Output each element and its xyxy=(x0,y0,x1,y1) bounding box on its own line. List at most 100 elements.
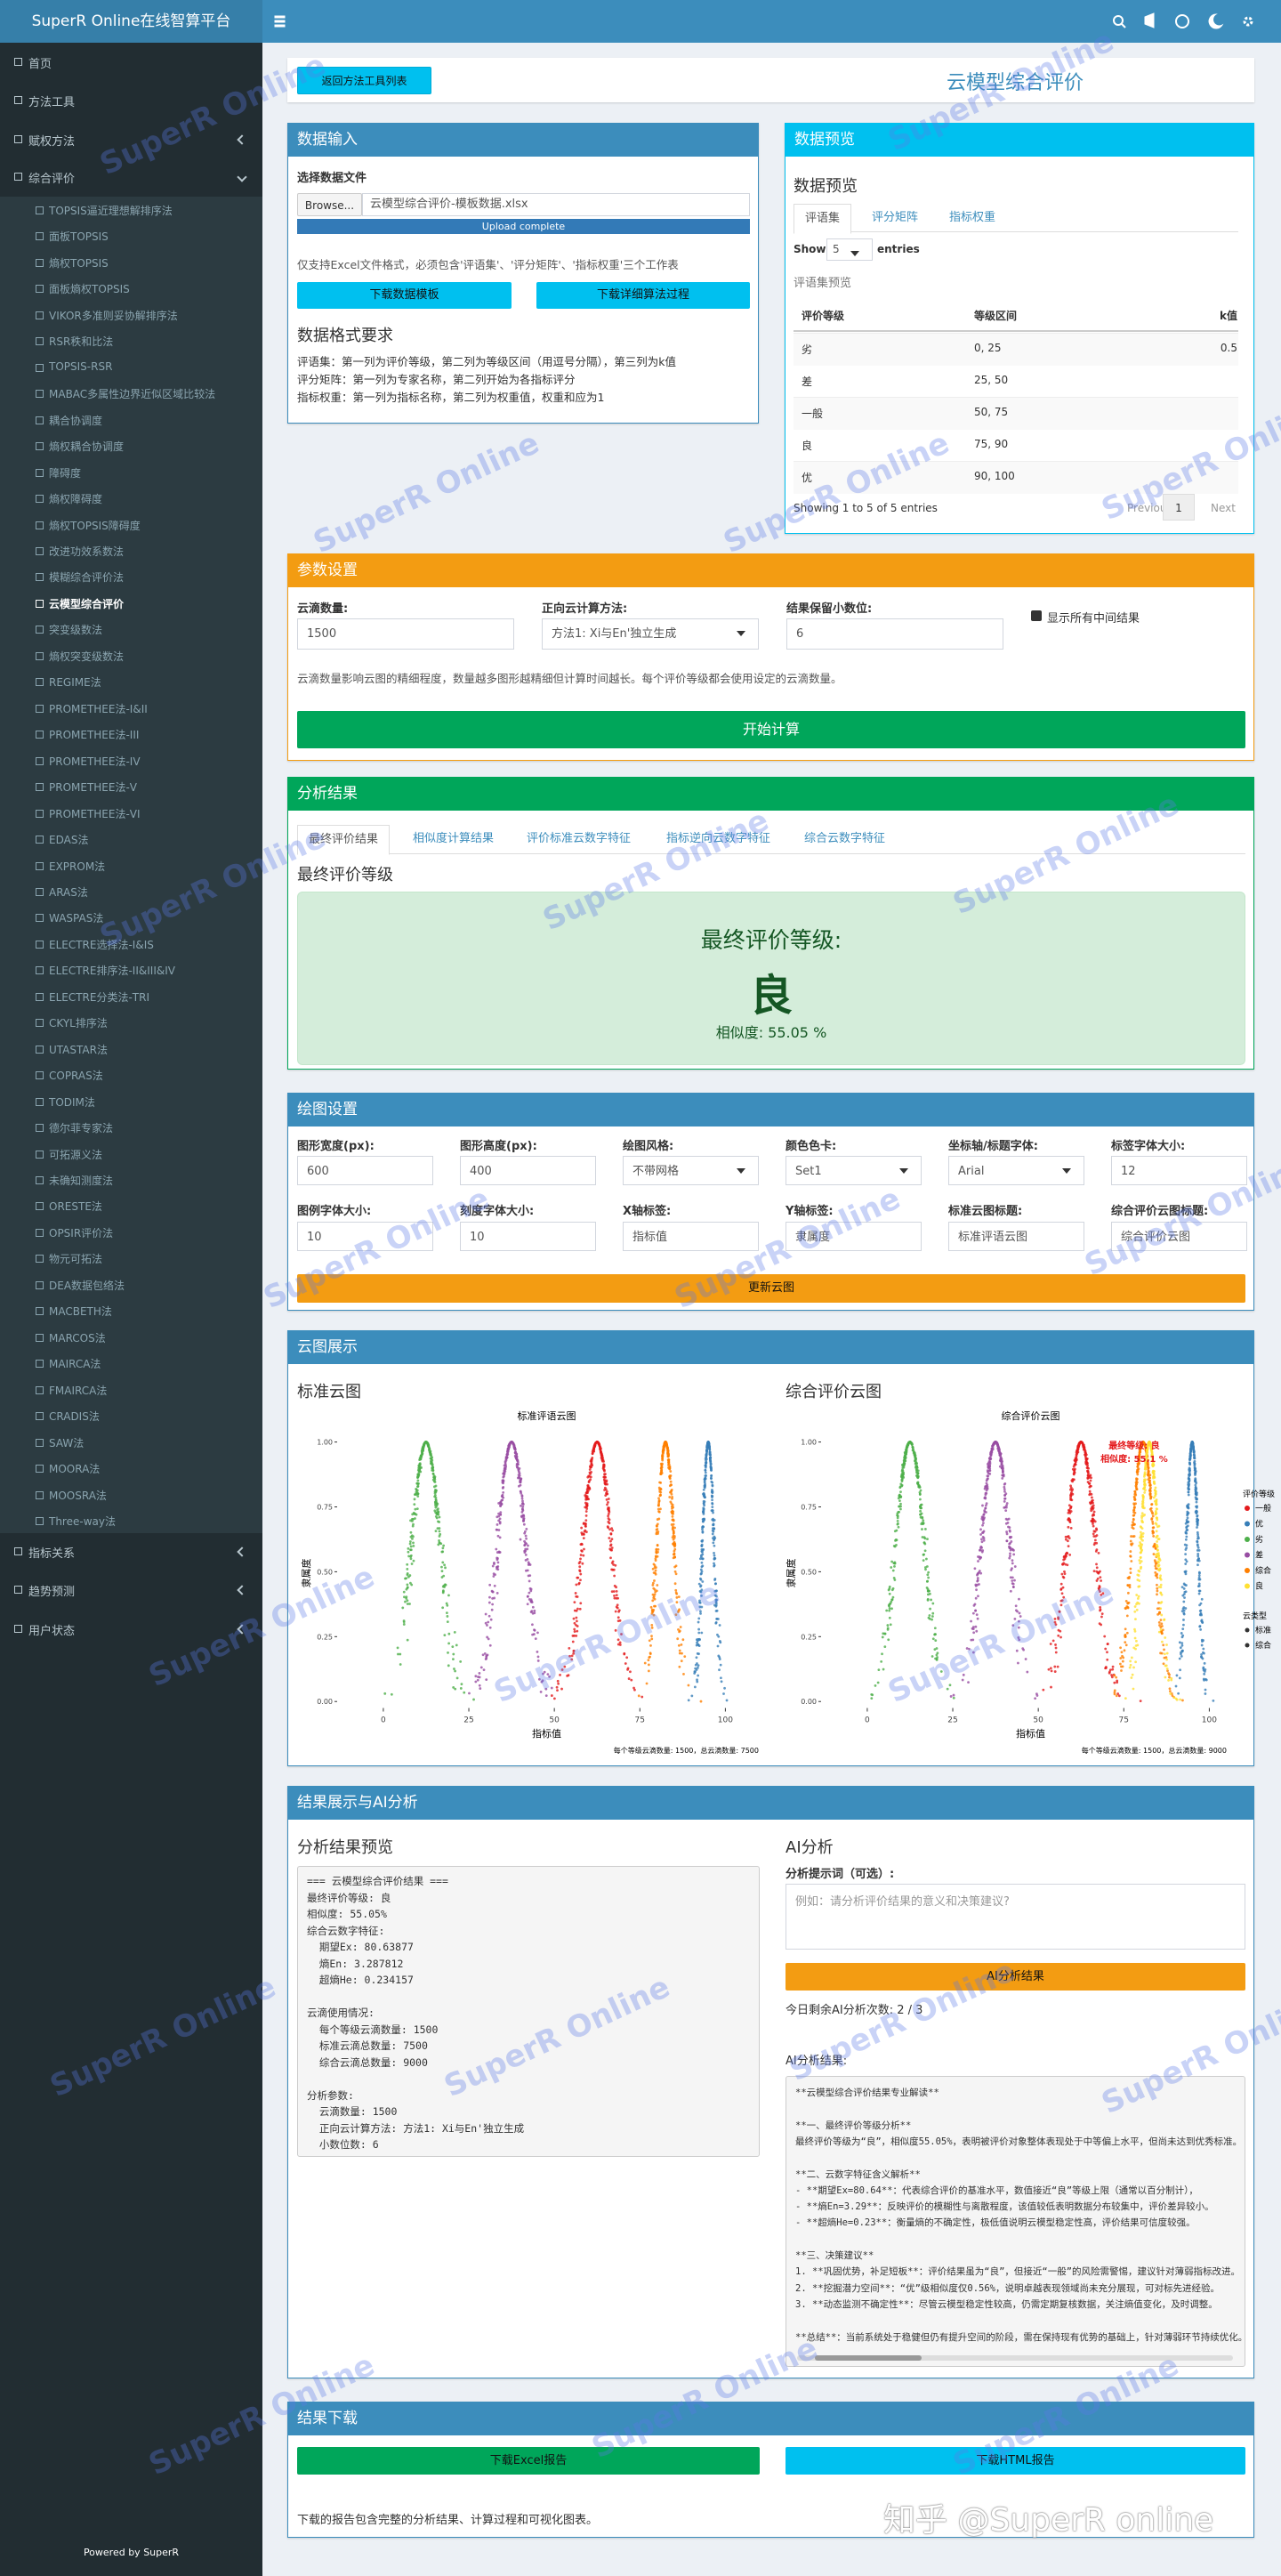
submenu-item[interactable]: EXPROM法 xyxy=(49,860,106,873)
submenu-item[interactable]: 云模型综合评价 xyxy=(49,597,125,610)
menu-item[interactable]: 趋势预测 xyxy=(28,1586,76,1599)
scroll-thumb[interactable] xyxy=(815,2355,922,2361)
column-header[interactable]: 等级区间 xyxy=(974,310,1018,322)
submenu-item[interactable]: SAW法 xyxy=(49,1436,85,1450)
field-input[interactable]: Set1 xyxy=(786,1156,922,1185)
field-input[interactable]: 方法1: Xi与En'独立生成 xyxy=(542,618,759,650)
field-input[interactable]: 400 xyxy=(460,1156,596,1185)
submenu-item[interactable]: COPRAS法 xyxy=(49,1070,103,1083)
submenu-item[interactable]: 模糊综合评价法 xyxy=(49,571,125,585)
tab[interactable]: 最终评价结果 xyxy=(297,825,391,855)
submenu-item[interactable]: MACBETH法 xyxy=(49,1305,112,1319)
excel-button[interactable]: 下载Excel报告 xyxy=(297,2447,760,2475)
scrollbar[interactable] xyxy=(797,2355,1233,2361)
submenu-item[interactable]: EDAS法 xyxy=(49,834,89,847)
submenu-item[interactable]: UTASTAR法 xyxy=(49,1043,108,1056)
menu-item[interactable]: 用户状态 xyxy=(28,1625,76,1638)
tab[interactable]: 相似度计算结果 xyxy=(413,832,495,845)
submenu-item[interactable]: 面板熵权TOPSIS xyxy=(49,283,130,296)
submenu-item[interactable]: TOPSIS逼近理想解排序法 xyxy=(49,205,173,217)
length-select[interactable]: 5 xyxy=(826,238,873,261)
submenu-item[interactable]: MOORA法 xyxy=(49,1463,101,1476)
submenu-item[interactable]: Three-way法 xyxy=(49,1515,116,1528)
field-input[interactable]: 指标值 xyxy=(623,1222,759,1251)
update-button[interactable]: 更新云图 xyxy=(297,1274,1245,1303)
submenu-item[interactable]: ELECTRE选择法-I&IS xyxy=(49,938,154,951)
field-input[interactable]: 600 xyxy=(297,1156,433,1185)
field-input[interactable]: 隶属度 xyxy=(786,1222,922,1251)
submenu-item[interactable]: 可拓源义法 xyxy=(49,1148,103,1161)
submenu-item[interactable]: 熵权TOPSIS障碍度 xyxy=(49,519,141,532)
submenu-item[interactable]: 耦合协调度 xyxy=(49,414,103,427)
submenu-item[interactable]: 德尔菲专家法 xyxy=(49,1122,114,1135)
submenu-item[interactable]: CKYL排序法 xyxy=(49,1017,108,1030)
tab[interactable]: 指标权重 xyxy=(949,211,996,224)
submenu-item[interactable]: 物元可拓法 xyxy=(49,1253,103,1266)
submenu-item[interactable]: PROMETHEE法-VI xyxy=(49,807,141,820)
ai-button[interactable]: AI分析结果 xyxy=(786,1963,1245,1991)
html-button[interactable]: 下载HTML报告 xyxy=(786,2447,1245,2475)
tab[interactable]: 指标逆向云数字特征 xyxy=(666,832,771,845)
submenu-item[interactable]: ELECTRE分类法-TRI xyxy=(49,990,150,1004)
menu-item[interactable]: 赋权方法 xyxy=(28,135,76,149)
submenu-item[interactable]: 熵权TOPSIS xyxy=(49,256,109,270)
field-input[interactable]: 10 xyxy=(297,1222,433,1251)
browse-button[interactable]: Browse... xyxy=(297,193,362,216)
submenu-item[interactable]: ELECTRE排序法-II&III&IV xyxy=(49,965,175,978)
submenu-item[interactable]: PROMETHEE法-V xyxy=(49,781,138,795)
submenu-item[interactable]: 未确知测度法 xyxy=(49,1175,114,1188)
brand[interactable]: SuperR Online在线智算平台 xyxy=(31,12,231,30)
field-input[interactable]: 1500 xyxy=(297,618,514,650)
submenu-item[interactable]: OPSIR评价法 xyxy=(49,1226,114,1240)
submenu-item[interactable]: 熵权突变级数法 xyxy=(49,650,125,663)
field-input[interactable]: 标准评语云图 xyxy=(948,1222,1084,1251)
submenu-item[interactable]: MARCOS法 xyxy=(49,1331,106,1345)
submenu-item[interactable]: VIKOR多准则妥协解排序法 xyxy=(49,309,178,322)
field-input[interactable]: 10 xyxy=(460,1222,596,1251)
field-input[interactable]: 6 xyxy=(786,618,1003,650)
submenu-item[interactable]: REGIME法 xyxy=(49,676,101,690)
field-input[interactable]: 12 xyxy=(1111,1156,1247,1185)
submenu-item[interactable]: PROMETHEE法-IV xyxy=(49,755,141,768)
back-button[interactable]: 返回方法工具列表 xyxy=(297,67,431,94)
tab[interactable]: 综合云数字特征 xyxy=(804,832,886,845)
submenu-item[interactable]: DEA数据包络法 xyxy=(49,1279,125,1292)
menu-item[interactable]: 指标关系 xyxy=(28,1547,76,1561)
submenu-item[interactable]: MOOSRA法 xyxy=(49,1489,107,1502)
tab[interactable]: 评语集 xyxy=(794,204,852,234)
submenu-item[interactable]: 改进功效系数法 xyxy=(49,545,125,558)
page-button[interactable]: 1 xyxy=(1163,494,1195,521)
submenu-item[interactable]: PROMETHEE法-III xyxy=(49,729,140,742)
submenu-item[interactable]: WASPAS法 xyxy=(49,912,104,925)
checkbox[interactable] xyxy=(1031,610,1042,621)
submenu-item[interactable]: 突变级数法 xyxy=(49,624,103,637)
template-button[interactable]: 下载数据模板 xyxy=(297,282,512,309)
prompt-input[interactable]: 例如：请分析评价结果的意义和决策建议? xyxy=(786,1884,1245,1950)
submenu-item[interactable]: MAIRCA法 xyxy=(49,1358,101,1371)
prev-button[interactable]: Previous xyxy=(1127,502,1172,514)
submenu-item[interactable]: ORESTE法 xyxy=(49,1200,102,1214)
submenu-item[interactable]: 障碍度 xyxy=(49,466,82,480)
column-header[interactable]: k值 xyxy=(1220,310,1237,322)
field-input[interactable]: 综合评价云图 xyxy=(1111,1222,1247,1251)
submenu-item[interactable]: FMAIRCA法 xyxy=(49,1384,108,1397)
menu-item[interactable]: 首页 xyxy=(28,58,52,71)
compute-button[interactable]: 开始计算 xyxy=(297,711,1245,748)
algorithm-button[interactable]: 下载详细算法过程 xyxy=(536,282,750,309)
submenu-item[interactable]: CRADIS法 xyxy=(49,1410,100,1424)
column-header[interactable]: 评价等级 xyxy=(802,310,845,322)
submenu-item[interactable]: 熵权障碍度 xyxy=(49,493,103,506)
tab[interactable]: 评分矩阵 xyxy=(872,211,919,224)
tab[interactable]: 评价标准云数字特征 xyxy=(527,832,632,845)
submenu-item[interactable]: ARAS法 xyxy=(49,885,88,899)
field-input[interactable]: 不带网格 xyxy=(623,1156,759,1185)
submenu-item[interactable]: TOPSIS-RSR xyxy=(49,359,113,373)
field-input[interactable]: Arial xyxy=(948,1156,1084,1185)
submenu-item[interactable]: MABAC多属性边界近似区域比较法 xyxy=(49,388,216,401)
submenu-item[interactable]: PROMETHEE法-I&II xyxy=(49,702,148,715)
submenu-item[interactable]: TODIM法 xyxy=(49,1095,95,1109)
submenu-item[interactable]: 熵权耦合协调度 xyxy=(49,440,125,454)
menu-item[interactable]: 综合评价 xyxy=(28,173,76,186)
next-button[interactable]: Next xyxy=(1211,502,1236,514)
submenu-item[interactable]: RSR秩和比法 xyxy=(49,335,114,349)
